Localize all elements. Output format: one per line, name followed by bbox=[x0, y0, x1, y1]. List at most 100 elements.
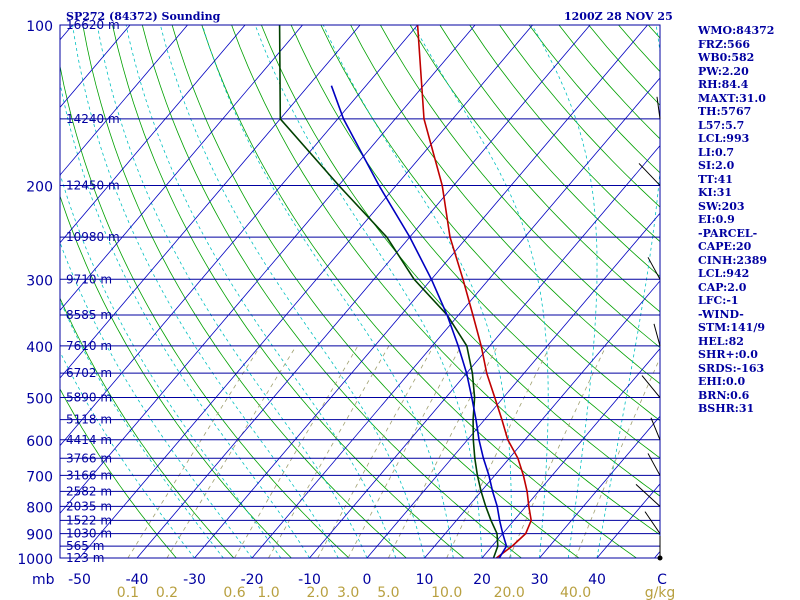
pressure-label: 200 bbox=[26, 179, 53, 195]
pressure-label: 300 bbox=[26, 273, 53, 289]
pressure-label: 800 bbox=[26, 500, 53, 516]
index-item: SI:2.0 bbox=[698, 159, 735, 172]
mixing-ratio-tick-label: 0.6 bbox=[223, 585, 245, 600]
temperature-tick-label: -40 bbox=[126, 572, 149, 588]
wind-barb bbox=[638, 163, 661, 186]
pressure-label: 600 bbox=[26, 434, 53, 450]
height-label: 4414 m bbox=[66, 433, 112, 447]
index-item: BSHR:31 bbox=[698, 402, 755, 415]
height-label: 3166 m bbox=[66, 468, 112, 482]
height-label: 7610 m bbox=[66, 339, 112, 353]
pressure-label: 1000 bbox=[17, 552, 53, 568]
height-label: 2035 m bbox=[66, 499, 112, 513]
index-item: KI:31 bbox=[698, 186, 733, 199]
height-label: 12450 m bbox=[66, 178, 120, 192]
surface-wind-marker bbox=[657, 555, 663, 561]
dry-adiabat bbox=[290, 25, 660, 459]
mixing-ratio-tick-label: 1.0 bbox=[257, 585, 279, 600]
mixing-ratio-tick-label: 0.2 bbox=[156, 585, 178, 600]
isotherm bbox=[424, 280, 660, 558]
height-label: 2582 m bbox=[66, 484, 112, 498]
height-label: 3766 m bbox=[66, 451, 112, 465]
index-item: CAP:2.0 bbox=[698, 280, 747, 294]
dry-adiabat bbox=[409, 25, 660, 313]
index-item: RH:84.4 bbox=[698, 78, 749, 91]
temperature-tick-label: -20 bbox=[241, 572, 264, 588]
temperature-tick-label: -10 bbox=[298, 572, 321, 588]
index-item: STM:141/9 bbox=[698, 321, 765, 334]
index-item: SHR+:0.0 bbox=[698, 348, 758, 361]
index-item: WMO:84372 bbox=[698, 24, 775, 37]
isotherm bbox=[60, 25, 361, 379]
pressure-label: 900 bbox=[26, 528, 53, 544]
index-item: SRDS:-163 bbox=[698, 361, 765, 375]
height-label: 1522 m bbox=[66, 513, 112, 527]
moist-adiabat bbox=[96, 25, 368, 558]
mixing-ratio-tick-label: 3.0 bbox=[337, 585, 359, 600]
index-item: -PARCEL- bbox=[698, 226, 758, 240]
height-label: 6702 m bbox=[66, 366, 112, 380]
mixing-ratio-tick-label: 5.0 bbox=[377, 585, 399, 600]
dry-adiabat bbox=[350, 25, 660, 385]
temperature-tick-label: 10 bbox=[416, 572, 434, 588]
index-item: SW:203 bbox=[698, 199, 745, 213]
height-label: 5890 m bbox=[66, 391, 112, 405]
index-item: BRN:0.6 bbox=[698, 388, 750, 402]
dry-adiabat bbox=[261, 25, 660, 497]
valid-time: 1200Z 28 NOV 25 bbox=[564, 10, 673, 23]
height-label: 1030 m bbox=[66, 527, 112, 541]
plot-frame bbox=[59, 24, 661, 559]
height-label: 14240 m bbox=[66, 112, 120, 126]
dry-adiabat bbox=[171, 25, 580, 558]
temperature-tick-label: -50 bbox=[68, 572, 91, 588]
mixing-ratio-line bbox=[234, 345, 359, 558]
stability-indices-list: WMO:84372 FRZ:566 WB0:582 PW:2.20 RH:84.4 MAX… bbox=[698, 24, 774, 416]
wind-barb bbox=[656, 96, 661, 119]
index-item: CINH:2389 bbox=[698, 253, 768, 267]
dry-adiabat bbox=[60, 63, 350, 558]
index-item: LCL:942 bbox=[698, 267, 750, 280]
wind-barb bbox=[647, 257, 661, 280]
moist-adiabat bbox=[254, 25, 483, 558]
moist-adiabat bbox=[531, 25, 598, 558]
isotherm bbox=[60, 25, 476, 514]
wind-barb bbox=[635, 483, 661, 507]
isotherm bbox=[60, 25, 418, 447]
wind-barb bbox=[653, 323, 661, 347]
dry-adiabat bbox=[231, 25, 660, 536]
height-label: 9710 m bbox=[66, 272, 112, 286]
isotherm bbox=[194, 25, 648, 558]
height-label: 8585 m bbox=[66, 308, 112, 322]
isotherm bbox=[251, 77, 660, 558]
mixing-ratio-line bbox=[508, 345, 607, 558]
isotherm bbox=[539, 415, 660, 558]
mixing-ratio-tick-label: 10.0 bbox=[431, 585, 462, 600]
mixing-ratio-tick-label: 0.1 bbox=[117, 585, 139, 600]
isotherm bbox=[309, 145, 660, 558]
temperature-tick-label: 0 bbox=[363, 572, 372, 588]
height-label: 10980 m bbox=[66, 230, 120, 244]
height-label: 16620 m bbox=[66, 18, 120, 32]
height-label: 5118 m bbox=[66, 413, 112, 427]
wind-barb bbox=[644, 511, 661, 534]
dry-adiabat bbox=[82, 25, 408, 558]
temperature-unit-label: C bbox=[657, 572, 667, 588]
dry-adiabat bbox=[60, 388, 177, 558]
pressure-label: 500 bbox=[26, 392, 53, 408]
temperature-profile bbox=[416, 25, 533, 558]
height-label: 123 m bbox=[66, 551, 104, 565]
mixing-ratio-tick-label: 2.0 bbox=[307, 585, 329, 600]
dry-adiabat bbox=[60, 194, 292, 558]
moist-adiabat bbox=[596, 25, 660, 558]
index-item: TH:5767 bbox=[698, 105, 752, 118]
index-item: EI:0.9 bbox=[698, 213, 735, 226]
parcel-profile bbox=[330, 85, 508, 558]
moist-adiabat bbox=[322, 25, 512, 558]
index-item: MAXT:31.0 bbox=[698, 91, 766, 105]
dry-adiabat bbox=[112, 25, 465, 558]
temperature-tick-label: -30 bbox=[183, 572, 206, 588]
mixing-ratio-line bbox=[446, 345, 551, 558]
dewpoint-profile bbox=[278, 25, 499, 558]
dry-adiabat bbox=[60, 297, 235, 558]
index-item: TT:41 bbox=[698, 172, 733, 186]
